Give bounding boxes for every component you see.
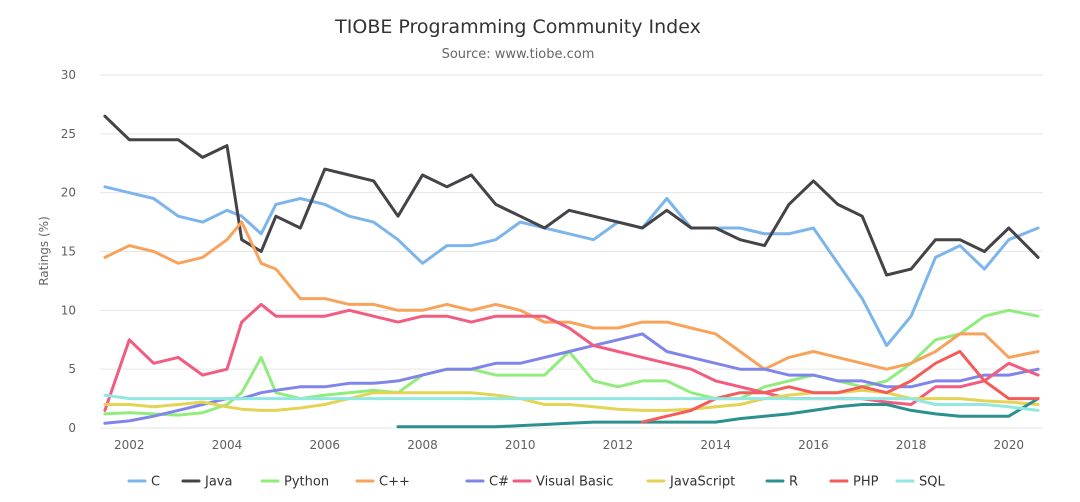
legend-item-r[interactable]: R [765, 475, 798, 490]
x-tick-label: 2006 [309, 438, 340, 452]
series-line-c- [103, 220, 1040, 371]
legend-item-c-[interactable]: C++ [355, 475, 410, 490]
series-line-r [396, 397, 1040, 429]
series-line-php [640, 350, 1040, 424]
legend-item-php[interactable]: PHP [829, 475, 879, 490]
y-tick-label: 25 [61, 127, 76, 141]
legend-label: C++ [379, 475, 410, 490]
legend-item-visual-basic[interactable]: Visual Basic [512, 475, 613, 490]
legend-label: C [151, 475, 160, 490]
legend: C Java Python C++ C# Visual Basic JavaScript R P… [127, 475, 945, 490]
legend-label: C# [489, 475, 509, 490]
x-tick-label: 2002 [114, 438, 145, 452]
legend-item-java[interactable]: Java [181, 475, 232, 490]
series-line-sql [103, 393, 1040, 412]
y-tick-label: 10 [61, 303, 76, 317]
x-tick-label: 2004 [212, 438, 243, 452]
legend-label: R [789, 475, 798, 490]
x-tick-label: 2020 [994, 438, 1025, 452]
legend-label: Python [284, 475, 329, 490]
x-tick-label: 2014 [700, 438, 731, 452]
legend-label: Java [204, 475, 232, 490]
x-tick-label: 2016 [798, 438, 829, 452]
legend-label: PHP [853, 475, 879, 490]
x-tick-label: 2012 [603, 438, 634, 452]
chart-title: TIOBE Programming Community Index [334, 16, 701, 38]
y-tick-label: 15 [61, 245, 76, 259]
y-tick-label: 20 [61, 186, 76, 200]
legend-item-sql[interactable]: SQL [895, 475, 945, 490]
x-tick-label: 2018 [896, 438, 927, 452]
series-line-c [103, 185, 1040, 348]
x-axis-ticks: 2002 2004 2006 2008 2010 2012 2014 2016 2018 2020 [114, 438, 1024, 452]
y-axis-ticks: 0 5 10 15 20 25 30 [61, 68, 76, 435]
x-tick-label: 2008 [407, 438, 438, 452]
legend-item-c[interactable]: C [127, 475, 160, 490]
legend-label: Visual Basic [536, 475, 613, 490]
series-lines [103, 114, 1040, 429]
legend-label: JavaScript [669, 475, 735, 490]
legend-label: SQL [919, 475, 945, 490]
series-line-c- [103, 332, 1040, 425]
legend-item-javascript[interactable]: JavaScript [646, 475, 735, 490]
y-tick-label: 30 [61, 68, 76, 82]
y-tick-label: 0 [68, 421, 76, 435]
chart-subtitle: Source: www.tiobe.com [442, 47, 595, 62]
legend-item-c-[interactable]: C# [465, 475, 509, 490]
gridlines [100, 74, 1043, 429]
y-axis-title: Ratings (%) [37, 216, 51, 286]
y-tick-label: 5 [68, 362, 76, 376]
legend-item-python[interactable]: Python [260, 475, 329, 490]
series-line-visual-basic [103, 302, 1040, 412]
x-tick-label: 2010 [505, 438, 536, 452]
series-line-javascript [103, 388, 1040, 412]
